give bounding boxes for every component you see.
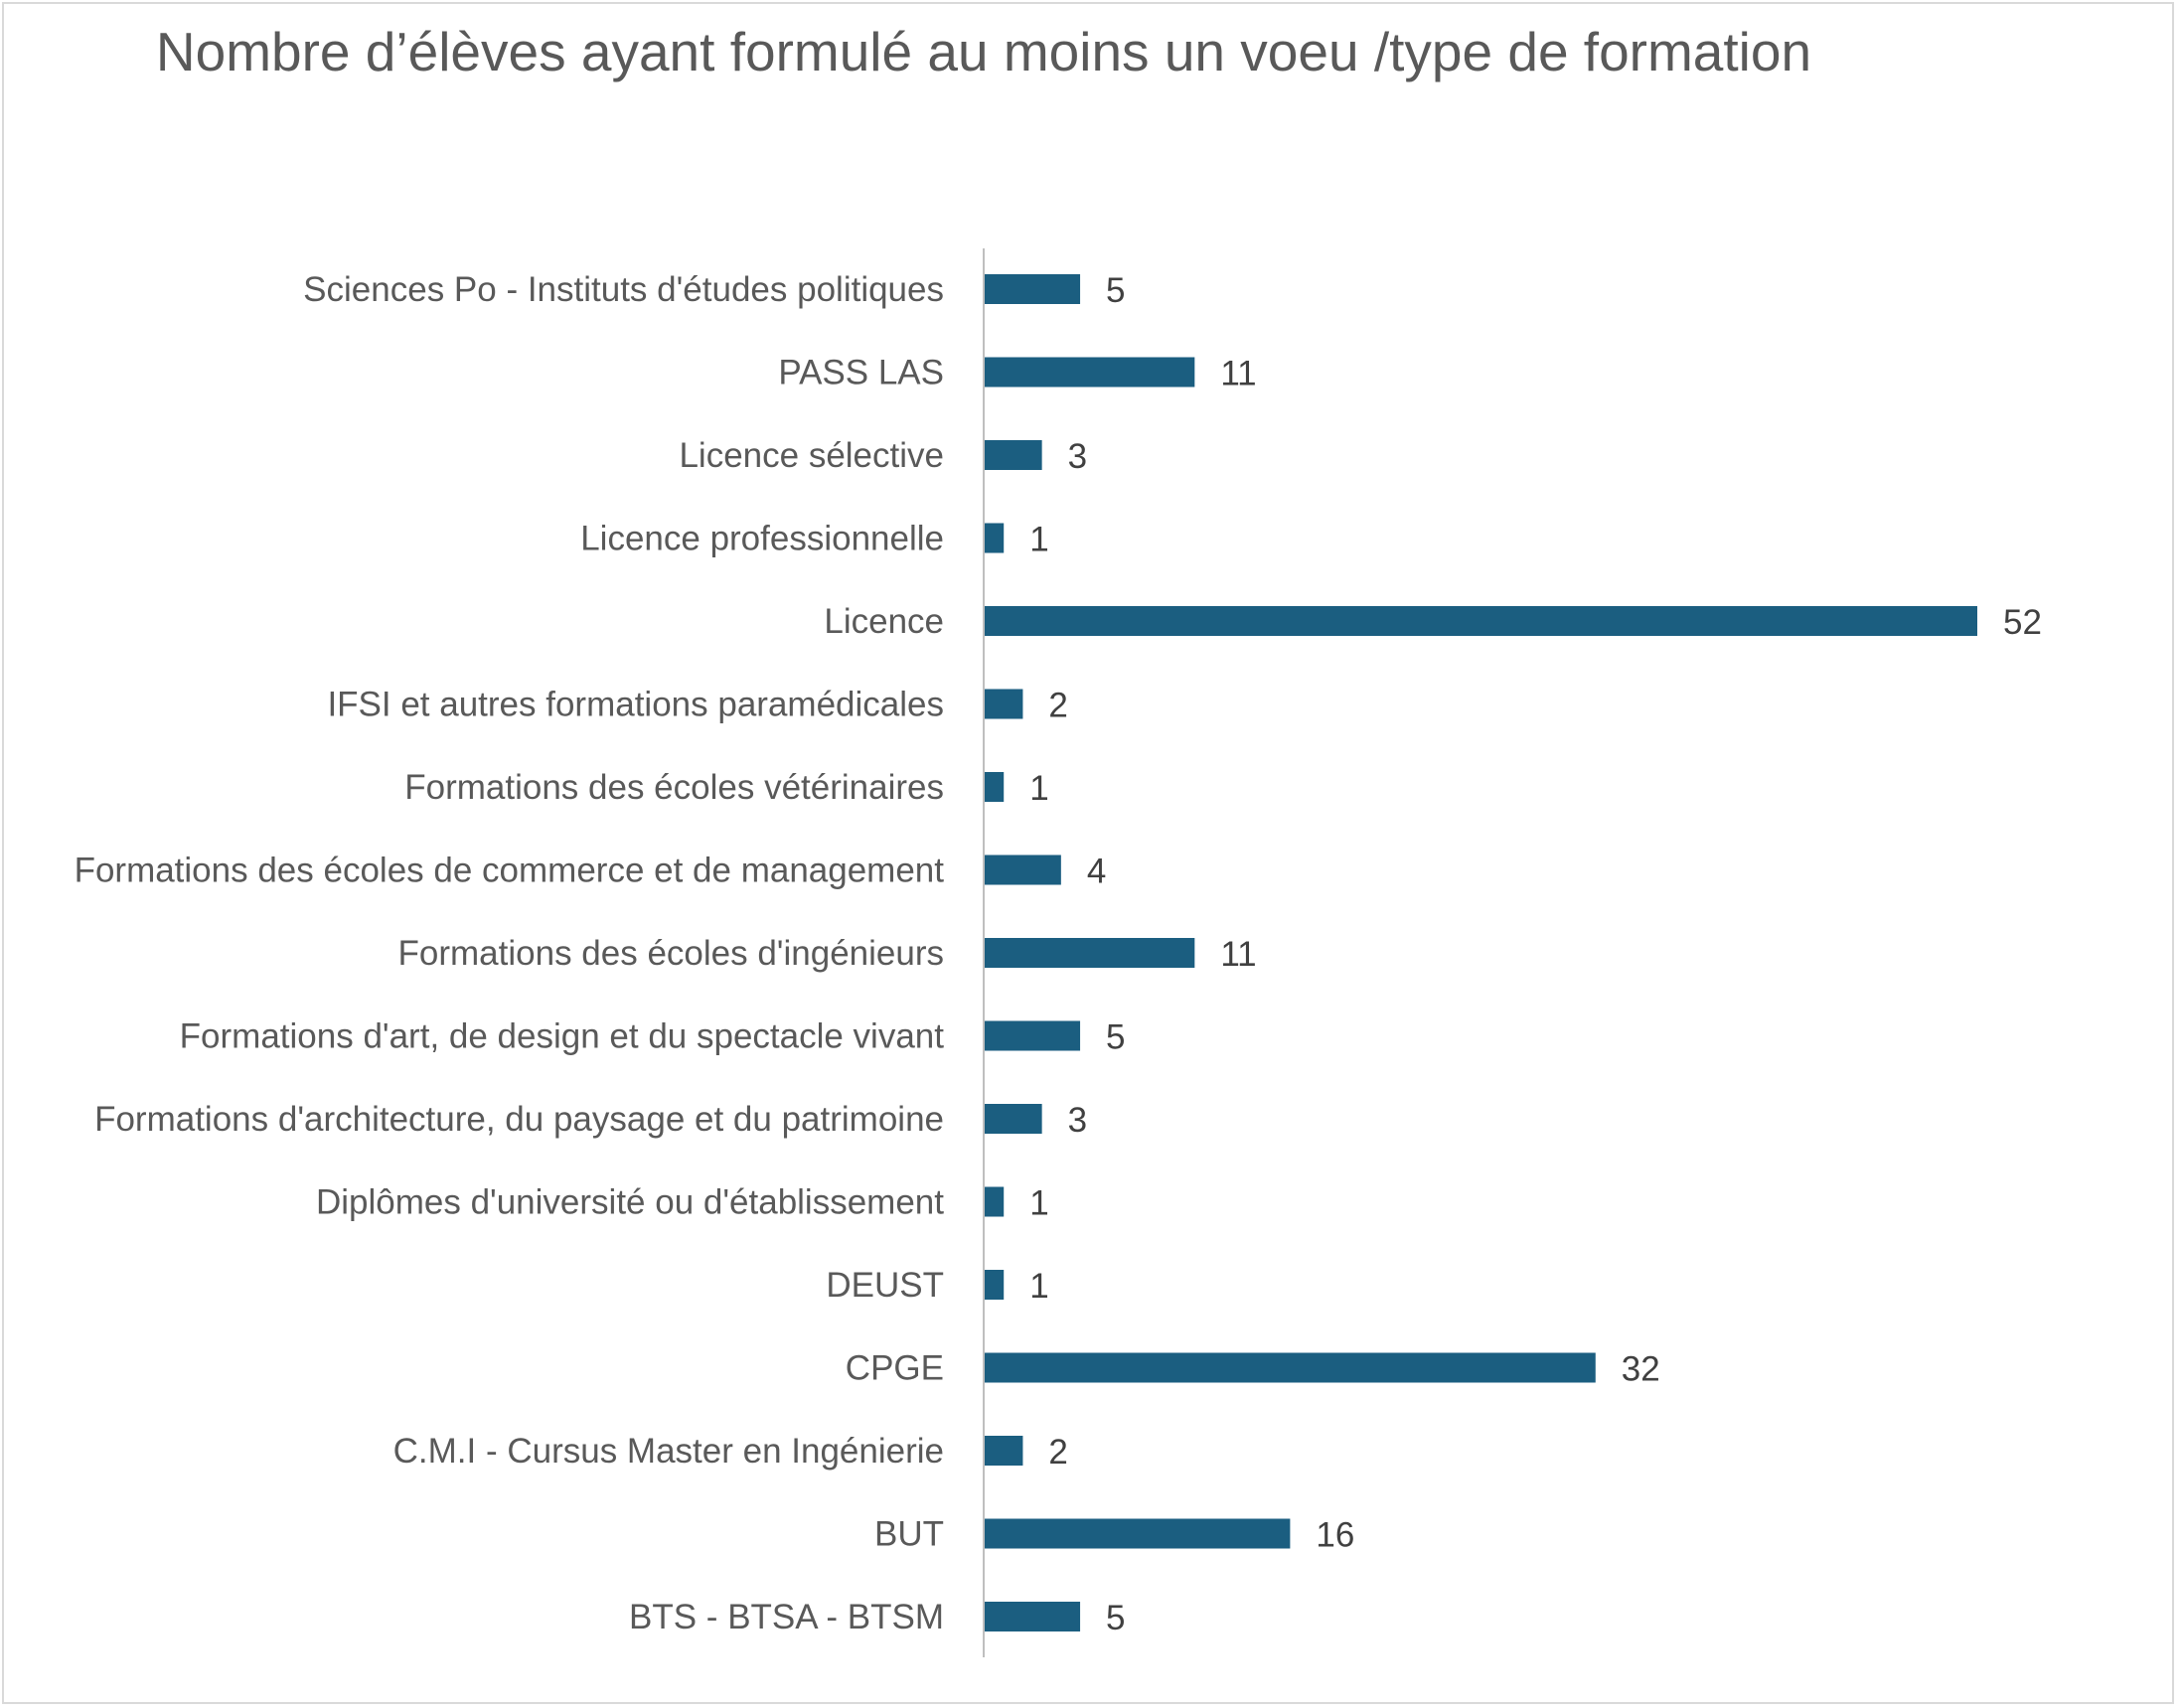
category-tick-label: Formations d'architecture, du paysage et… <box>94 1100 944 1139</box>
category-tick-label: C.M.I - Cursus Master en Ingénierie <box>393 1432 944 1471</box>
bar <box>985 523 1005 553</box>
bar-row: Licence professionnelle 1 <box>580 520 1048 559</box>
data-label: 1 <box>1029 1184 1048 1223</box>
chart-title: Nombre d’élèves ayant formulé au moins u… <box>155 21 1812 82</box>
bar <box>985 274 1081 304</box>
bar-row: Formations d'art, de design et du specta… <box>180 1017 1126 1057</box>
bar-row: Formations des écoles d'ingénieurs 11 <box>398 934 1257 974</box>
category-tick-label: BUT <box>874 1515 944 1554</box>
bar-row: Licence 52 <box>824 602 2042 642</box>
bar <box>985 1602 1081 1631</box>
data-label: 11 <box>1220 935 1256 974</box>
category-tick-label: BTS - BTSA - BTSM <box>629 1598 944 1636</box>
category-tick-label: Sciences Po - Instituts d'études politiq… <box>303 270 944 309</box>
bar <box>985 1436 1023 1466</box>
category-tick-label: Formations des écoles d'ingénieurs <box>398 934 944 973</box>
data-label: 32 <box>1622 1350 1660 1389</box>
bar-row: DEUST 1 <box>826 1266 1048 1306</box>
category-tick-label: Formations des écoles vétérinaires <box>404 768 944 807</box>
bar <box>985 1518 1291 1549</box>
data-label: 3 <box>1068 1101 1087 1140</box>
data-label: 11 <box>1220 355 1256 393</box>
data-label: 1 <box>1029 521 1048 559</box>
bar <box>985 357 1195 388</box>
category-tick-label: IFSI et autres formations paramédicales <box>327 686 944 724</box>
bar <box>985 1186 1005 1217</box>
bar <box>985 1020 1081 1051</box>
category-tick-label: Formations des écoles de commerce et de … <box>75 852 945 890</box>
data-label: 1 <box>1029 1267 1048 1306</box>
data-label: 1 <box>1029 769 1048 808</box>
bar-row: PASS LAS 11 <box>778 354 1256 393</box>
bar-row: BUT 16 <box>874 1515 1354 1555</box>
bar <box>985 1104 1042 1134</box>
category-tick-label: PASS LAS <box>778 354 944 392</box>
bar-row: CPGE 32 <box>846 1349 1660 1389</box>
category-tick-label: Licence professionnelle <box>580 520 944 558</box>
category-tick-label: Licence sélective <box>679 436 944 475</box>
category-tick-label: Formations d'art, de design et du specta… <box>180 1017 945 1056</box>
category-tick-label: Licence <box>824 602 944 641</box>
data-label: 5 <box>1106 271 1125 310</box>
data-label: 5 <box>1106 1599 1125 1637</box>
bar <box>985 1270 1005 1300</box>
bar-row: Licence sélective 3 <box>679 436 1087 476</box>
bar-row: Formations des écoles de commerce et de … <box>75 852 1107 891</box>
bar <box>985 1352 1596 1383</box>
bar-row: Formations d'architecture, du paysage et… <box>94 1100 1087 1140</box>
bar <box>985 938 1195 968</box>
category-tick-label: Diplômes d'université ou d'établissement <box>316 1183 944 1222</box>
category-tick-label: DEUST <box>826 1266 944 1305</box>
bar <box>985 854 1061 885</box>
bar-row: IFSI et autres formations paramédicales 2 <box>327 686 1067 725</box>
data-label: 4 <box>1087 853 1106 891</box>
data-label: 5 <box>1106 1018 1125 1057</box>
bar <box>985 606 1977 636</box>
bar-row: Formations des écoles vétérinaires 1 <box>404 768 1048 808</box>
data-label: 52 <box>2003 603 2042 642</box>
data-label: 3 <box>1068 437 1087 476</box>
category-tick-label: CPGE <box>846 1349 944 1388</box>
data-label: 2 <box>1048 1433 1067 1472</box>
data-label: 16 <box>1316 1516 1354 1555</box>
bar-row: C.M.I - Cursus Master en Ingénierie 2 <box>393 1432 1068 1472</box>
bar-row: Diplômes d'université ou d'établissement… <box>316 1183 1049 1223</box>
bar <box>985 440 1042 470</box>
bar-row: BTS - BTSA - BTSM 5 <box>629 1598 1126 1637</box>
bar <box>985 772 1005 802</box>
data-label: 2 <box>1048 687 1067 725</box>
bar-row: Sciences Po - Instituts d'études politiq… <box>303 270 1125 310</box>
bar <box>985 689 1023 719</box>
